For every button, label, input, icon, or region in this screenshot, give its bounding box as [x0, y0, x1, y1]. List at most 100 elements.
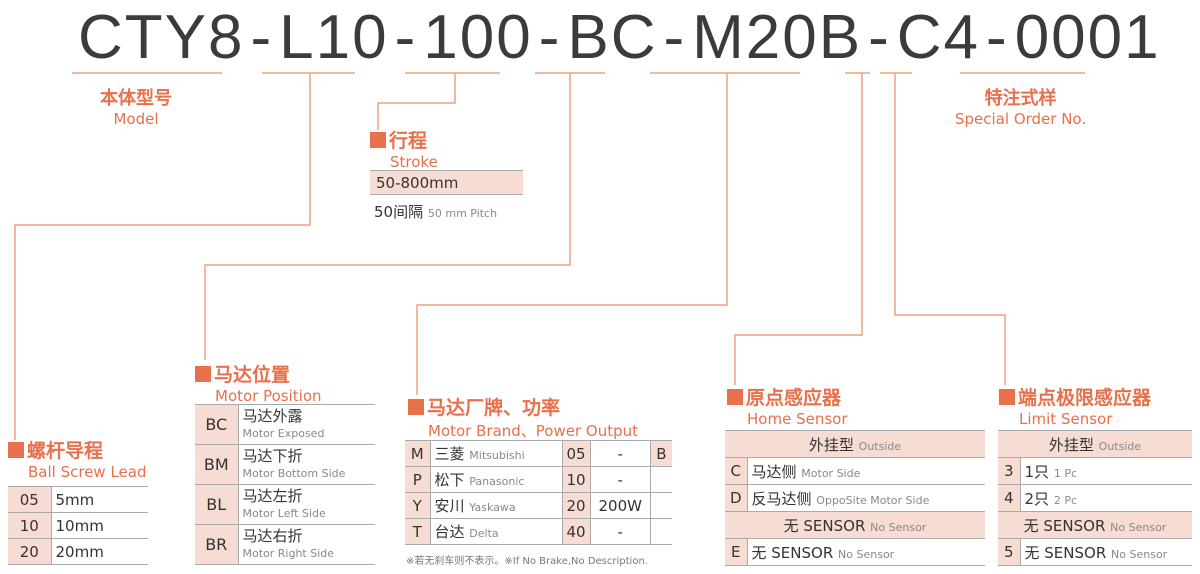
brand-cn: 台达 — [434, 523, 465, 541]
table-cell: 三菱 Mitsubishi — [430, 440, 562, 467]
table-cell: 1只 1 Pc — [1020, 457, 1192, 485]
position-table: BC 马达外露 Motor Exposed BM 马达下折 Motor Bottom Si… — [195, 404, 375, 565]
square-marker-icon — [408, 398, 424, 415]
code-segment: C4 — [896, 3, 981, 72]
table-cell: 40 — [561, 518, 591, 545]
table-cell: 马达右折 Motor Right Side — [238, 524, 375, 565]
brand-cn: 松下 — [434, 471, 465, 489]
table-row: 无 SENSOR No Sensor — [725, 511, 985, 539]
table-row: 外挂型 Outside — [725, 430, 985, 458]
table-cell: 20 — [8, 538, 52, 565]
table-cell: 20 — [561, 492, 591, 519]
position-en: Motor Bottom Side — [242, 466, 346, 480]
sensor-en: 2 Pc — [1053, 493, 1078, 507]
leader-limit — [894, 73, 1006, 385]
pitch-cn: 50间隔 — [374, 203, 424, 221]
none-cn: 无 SENSOR — [751, 543, 834, 562]
brake-note: ※若无刹车则不表示。※If No Brake,No Description. — [406, 556, 648, 567]
brand-table: M 三菱 Mitsubishi 05- B P 松下 Panasonic 10- Y 安川 Ya… — [405, 440, 672, 545]
table-row: 外挂型 Outside — [998, 430, 1192, 458]
table-cell: 5 — [998, 538, 1021, 566]
table-cell: 05 — [561, 440, 591, 467]
position-en: Motor Right Side — [242, 546, 335, 560]
lead-en: Ball Screw Lead — [28, 463, 147, 481]
sensor-cn: 反马达侧 — [751, 489, 812, 508]
table-cell — [649, 466, 672, 493]
home-table: 外挂型 Outside C 马达侧 Motor Side D 反马达侧 OppoSite… — [725, 430, 985, 566]
code-separator: - — [538, 3, 562, 72]
table-row: T 台达 Delta 40- — [405, 518, 672, 545]
table-cell: 2只 2 Pc — [1020, 484, 1192, 512]
table-cell — [649, 518, 672, 545]
table-cell — [649, 492, 672, 519]
table-cell: 20mm — [51, 538, 148, 565]
outside-cn: 外挂型 — [1048, 435, 1094, 454]
sensor-cn: 2只 — [1024, 489, 1050, 508]
position-cn: 马达左折 — [242, 486, 303, 505]
none-en: No Sensor — [1111, 547, 1168, 561]
table-row: P 松下 Panasonic 10- — [405, 466, 672, 493]
table-cell: 5mm — [51, 486, 148, 513]
position-en: Motor Left Side — [242, 506, 326, 520]
sensor-cn: 马达侧 — [751, 462, 797, 481]
code-segment: 100 — [423, 3, 533, 72]
table-cell: 无 SENSOR No Sensor — [1020, 538, 1192, 566]
pitch-en: 50 mm Pitch — [427, 207, 498, 220]
brand-en: Yaskawa — [469, 501, 516, 514]
limit-en: Limit Sensor — [1019, 410, 1113, 428]
table-cell: BR — [195, 524, 239, 565]
code-separator: - — [986, 3, 1009, 72]
limit-title: 端点极限感应器 Limit Sensor — [999, 383, 1151, 428]
code-separator: - — [663, 3, 687, 72]
lead-title: 螺杆导程 Ball Screw Lead — [8, 436, 147, 481]
stroke-range: 50-800mm — [370, 170, 523, 195]
code-separator: - — [868, 3, 891, 72]
table-row: 20 20mm — [8, 538, 148, 565]
table-cell: BM — [195, 444, 239, 485]
stroke-en: Stroke — [390, 153, 438, 171]
special-en: Special Order No. — [955, 110, 1087, 128]
position-en: Motor Exposed — [242, 426, 325, 440]
table-cell: 无 SENSOR No Sensor — [998, 511, 1192, 539]
code-segment: L10 — [279, 3, 389, 72]
none-en: No Sensor — [1110, 520, 1167, 534]
outside-en: Outside — [858, 439, 902, 453]
table-cell: 无 SENSOR No Sensor — [725, 511, 985, 539]
table-cell: P — [405, 466, 431, 493]
none-en: No Sensor — [838, 547, 895, 561]
leader-position — [204, 73, 571, 360]
table-row: 3 1只 1 Pc — [998, 457, 1192, 485]
brand-en: Mitsubishi — [469, 449, 525, 462]
brand-title: 马达厂牌、功率 Motor Brand、Power Output — [408, 393, 638, 441]
table-row: 无 SENSOR No Sensor — [998, 511, 1192, 539]
leader-lead — [14, 73, 311, 440]
position-cn: 马达右折 — [242, 526, 303, 545]
none-en: No Sensor — [870, 520, 927, 534]
home-cn: 原点感应器 — [746, 387, 842, 409]
position-cn: 马达外露 — [242, 406, 303, 425]
table-cell: 200W — [590, 492, 651, 519]
table-cell: D — [725, 484, 748, 512]
table-cell: - — [590, 466, 651, 493]
table-row: BM 马达下折 Motor Bottom Side — [195, 444, 375, 485]
table-cell: 松下 Panasonic — [430, 466, 562, 493]
square-marker-icon — [195, 365, 211, 382]
sensor-cn: 1只 — [1024, 462, 1050, 481]
table-cell: 外挂型 Outside — [998, 430, 1192, 458]
table-cell: BL — [195, 484, 239, 525]
limit-cn: 端点极限感应器 — [1018, 387, 1152, 409]
position-en: Motor Position — [215, 387, 322, 405]
stroke-cn: 行程 — [389, 130, 428, 152]
sensor-en: 1 Pc — [1053, 466, 1078, 480]
outside-cn: 外挂型 — [808, 435, 854, 454]
table-cell: 10 — [561, 466, 591, 493]
table-cell: 台达 Delta — [430, 518, 562, 545]
table-cell: 10 — [8, 512, 52, 539]
brand-en: Panasonic — [469, 475, 525, 488]
table-cell: B — [649, 440, 672, 467]
brand-cn: 马达厂牌、功率 — [427, 397, 561, 419]
model-en: Model — [113, 110, 159, 128]
table-row: 05 5mm — [8, 486, 148, 513]
